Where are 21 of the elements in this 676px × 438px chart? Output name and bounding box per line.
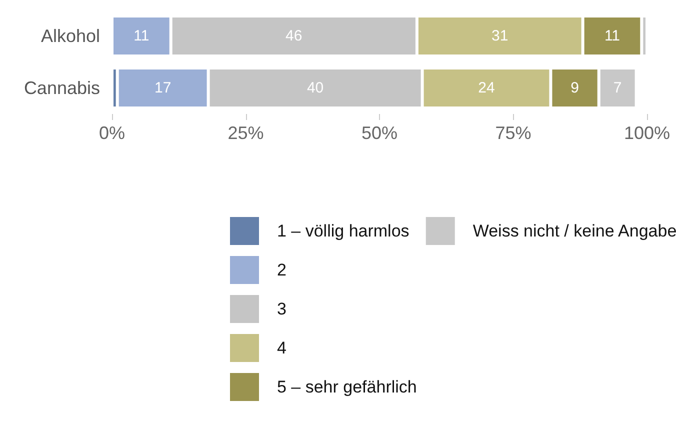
- legend-label: 2: [277, 260, 286, 280]
- legend-label: Weiss nicht / keine Angabe: [472, 222, 676, 240]
- x-tick-label: 100%: [624, 123, 670, 143]
- data-label: 11: [604, 28, 620, 44]
- data-label: 17: [154, 80, 172, 96]
- x-tick-label: 0%: [98, 123, 126, 143]
- data-label: 46: [286, 28, 302, 44]
- x-tick-label: 75%: [495, 123, 532, 143]
- data-label: 40: [306, 80, 324, 96]
- data-label: 31: [492, 28, 508, 44]
- data-label: 24: [478, 80, 495, 96]
- legend-label: 3: [277, 300, 286, 318]
- legend-label: 5 – sehr gefährlich: [277, 378, 417, 396]
- y-tick-label: Cannabis: [24, 78, 100, 98]
- legend-label: 4: [277, 338, 286, 358]
- x-tick-label: 50%: [361, 123, 398, 143]
- legend-label: 1 – völlig harmlos: [277, 222, 410, 240]
- y-tick-label: Alkohol: [40, 26, 100, 46]
- data-label: 9: [570, 80, 579, 96]
- data-label: 11: [134, 28, 150, 44]
- x-tick-label: 25%: [228, 123, 264, 143]
